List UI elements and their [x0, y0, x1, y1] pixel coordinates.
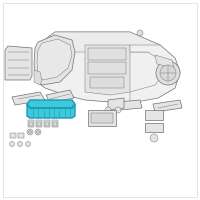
Polygon shape — [5, 46, 32, 80]
Circle shape — [26, 142, 30, 146]
Polygon shape — [12, 92, 45, 105]
Bar — [36, 120, 42, 127]
Circle shape — [105, 107, 111, 113]
Bar — [53, 121, 57, 126]
Circle shape — [115, 107, 121, 113]
Circle shape — [137, 30, 143, 36]
Circle shape — [10, 142, 14, 146]
Bar — [52, 120, 58, 127]
Circle shape — [35, 129, 41, 135]
Bar — [45, 121, 49, 126]
Bar — [88, 48, 126, 60]
Polygon shape — [38, 32, 160, 52]
Bar — [90, 77, 124, 88]
Bar — [145, 123, 163, 132]
Bar — [29, 121, 33, 126]
Circle shape — [29, 130, 32, 134]
Polygon shape — [85, 45, 130, 95]
Polygon shape — [108, 98, 124, 110]
Polygon shape — [46, 90, 74, 103]
Bar — [88, 110, 116, 126]
Polygon shape — [130, 45, 180, 103]
Polygon shape — [27, 104, 75, 118]
Circle shape — [156, 61, 180, 85]
Polygon shape — [155, 55, 174, 68]
Polygon shape — [37, 39, 72, 80]
Bar — [44, 120, 50, 127]
Circle shape — [27, 129, 33, 135]
Circle shape — [150, 134, 158, 142]
Polygon shape — [34, 35, 75, 85]
Polygon shape — [34, 70, 42, 85]
Polygon shape — [35, 32, 180, 103]
Bar — [28, 120, 34, 127]
Bar — [10, 133, 16, 138]
Polygon shape — [118, 100, 142, 110]
Bar — [18, 133, 24, 138]
Circle shape — [18, 142, 22, 146]
Circle shape — [160, 65, 176, 81]
Bar — [88, 62, 126, 74]
Bar — [145, 110, 163, 120]
Bar — [37, 121, 41, 126]
Polygon shape — [27, 100, 75, 108]
Polygon shape — [153, 100, 182, 112]
Bar — [91, 113, 113, 123]
Circle shape — [36, 130, 40, 134]
